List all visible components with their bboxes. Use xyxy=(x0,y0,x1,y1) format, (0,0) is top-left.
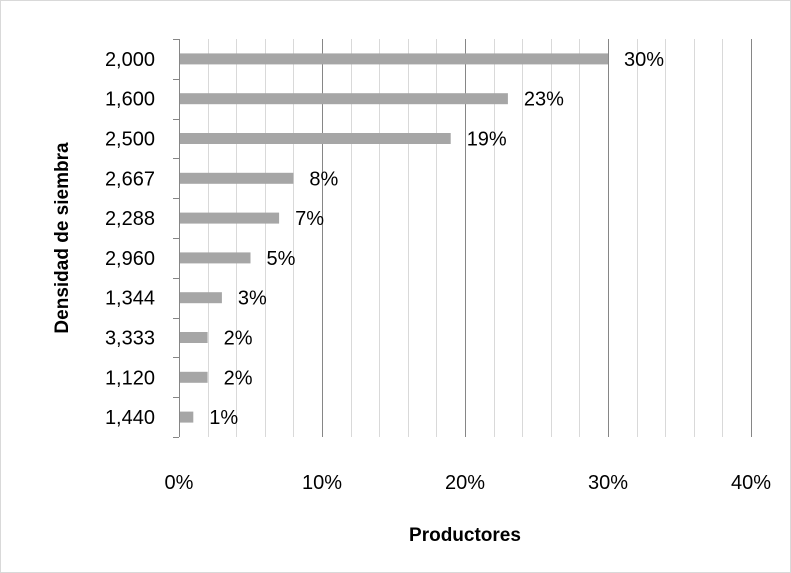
y-tick-label: 1,344 xyxy=(105,288,155,310)
y-tick-label: 2,667 xyxy=(105,168,155,190)
y-axis-title: Densidad de siembra xyxy=(52,142,73,334)
x-axis-title: Productores xyxy=(409,525,521,546)
x-tick-label: 30% xyxy=(588,472,628,494)
data-label: 3% xyxy=(238,288,267,310)
y-tick-label: 2,000 xyxy=(105,49,155,71)
bar xyxy=(180,332,208,343)
data-label: 5% xyxy=(267,248,296,270)
bar xyxy=(180,292,222,304)
y-tick-label: 2,288 xyxy=(105,208,155,230)
x-tick-label: 40% xyxy=(731,472,771,494)
bar xyxy=(180,172,294,184)
data-label: 2% xyxy=(224,328,253,350)
y-tick-label: 1,440 xyxy=(105,407,155,429)
bar xyxy=(180,371,208,383)
bars xyxy=(180,53,608,423)
x-tick-labels: 0% 10% 20% 30% 40% xyxy=(165,472,772,494)
x-tick-label: 10% xyxy=(302,472,342,494)
x-tick-label: 20% xyxy=(445,472,485,494)
data-label: 23% xyxy=(524,89,564,111)
bar xyxy=(180,53,608,65)
data-label: 7% xyxy=(295,208,324,230)
y-tick-label: 1,120 xyxy=(105,367,155,389)
data-label: 30% xyxy=(624,49,664,71)
y-tick-labels: 2,000 1,600 2,500 2,667 2,288 2,960 1,344 3,333… xyxy=(105,49,155,429)
y-tick-label: 2,960 xyxy=(105,248,155,270)
data-label: 8% xyxy=(309,168,338,190)
bar xyxy=(180,212,280,224)
data-label: 1% xyxy=(209,407,238,429)
gridlines xyxy=(208,39,752,437)
bar xyxy=(180,93,508,105)
y-tick-label: 1,600 xyxy=(105,89,155,111)
data-label: 2% xyxy=(224,367,253,389)
data-labels: 30% 23% 19% 8% 7% 5%3% 2% 2% 1% xyxy=(209,49,664,429)
y-tick-label: 3,333 xyxy=(105,328,155,350)
x-tick-label: 0% xyxy=(165,472,194,494)
y-tick-label: 2,500 xyxy=(105,129,155,151)
axes xyxy=(173,39,180,438)
bar xyxy=(180,252,251,264)
bar xyxy=(180,133,451,144)
bar xyxy=(180,411,194,423)
data-label: 19% xyxy=(467,129,507,151)
